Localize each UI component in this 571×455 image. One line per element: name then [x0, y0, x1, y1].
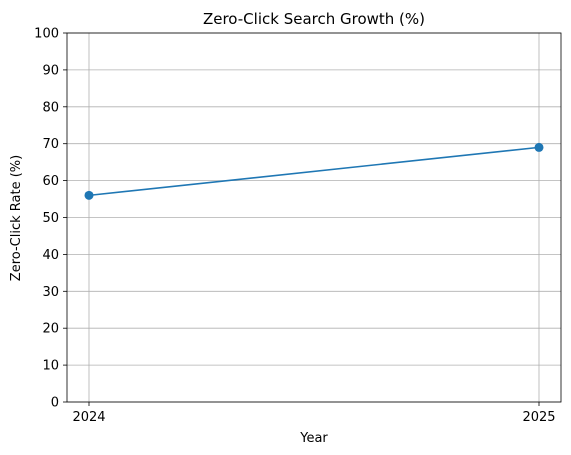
y-tick-label: 90: [42, 63, 59, 78]
y-tick-labels: 0 10 20 30 40 50 60 70 80 90 100: [34, 27, 59, 411]
y-tick-label: 70: [42, 137, 59, 152]
y-tick-label: 80: [42, 100, 59, 115]
series-line: [88, 146, 540, 197]
axes: [63, 32, 562, 406]
data-point: [534, 142, 544, 152]
y-tick-label: 20: [42, 322, 59, 337]
y-tick-label: 0: [51, 396, 59, 411]
y-tick-label: 30: [42, 285, 59, 300]
data-point: [84, 190, 94, 200]
x-tick-labels: 2024 2025: [72, 410, 555, 425]
x-tick-label: 2025: [522, 410, 555, 425]
y-tick-label: 40: [42, 248, 59, 263]
chart-title: Zero-Click Search Growth (%): [203, 10, 425, 28]
plot-frame: [66, 32, 562, 403]
y-axis-label: Zero-Click Rate (%): [9, 155, 24, 281]
y-tick-label: 10: [42, 359, 59, 374]
y-tick-label: 100: [34, 27, 59, 42]
series: [84, 142, 544, 200]
x-tick-label: 2024: [72, 410, 105, 425]
grid-lines: [67, 32, 561, 403]
y-tick-label: 50: [42, 211, 59, 226]
y-tick-label: 60: [42, 174, 59, 189]
x-axis-label: Year: [299, 431, 328, 446]
